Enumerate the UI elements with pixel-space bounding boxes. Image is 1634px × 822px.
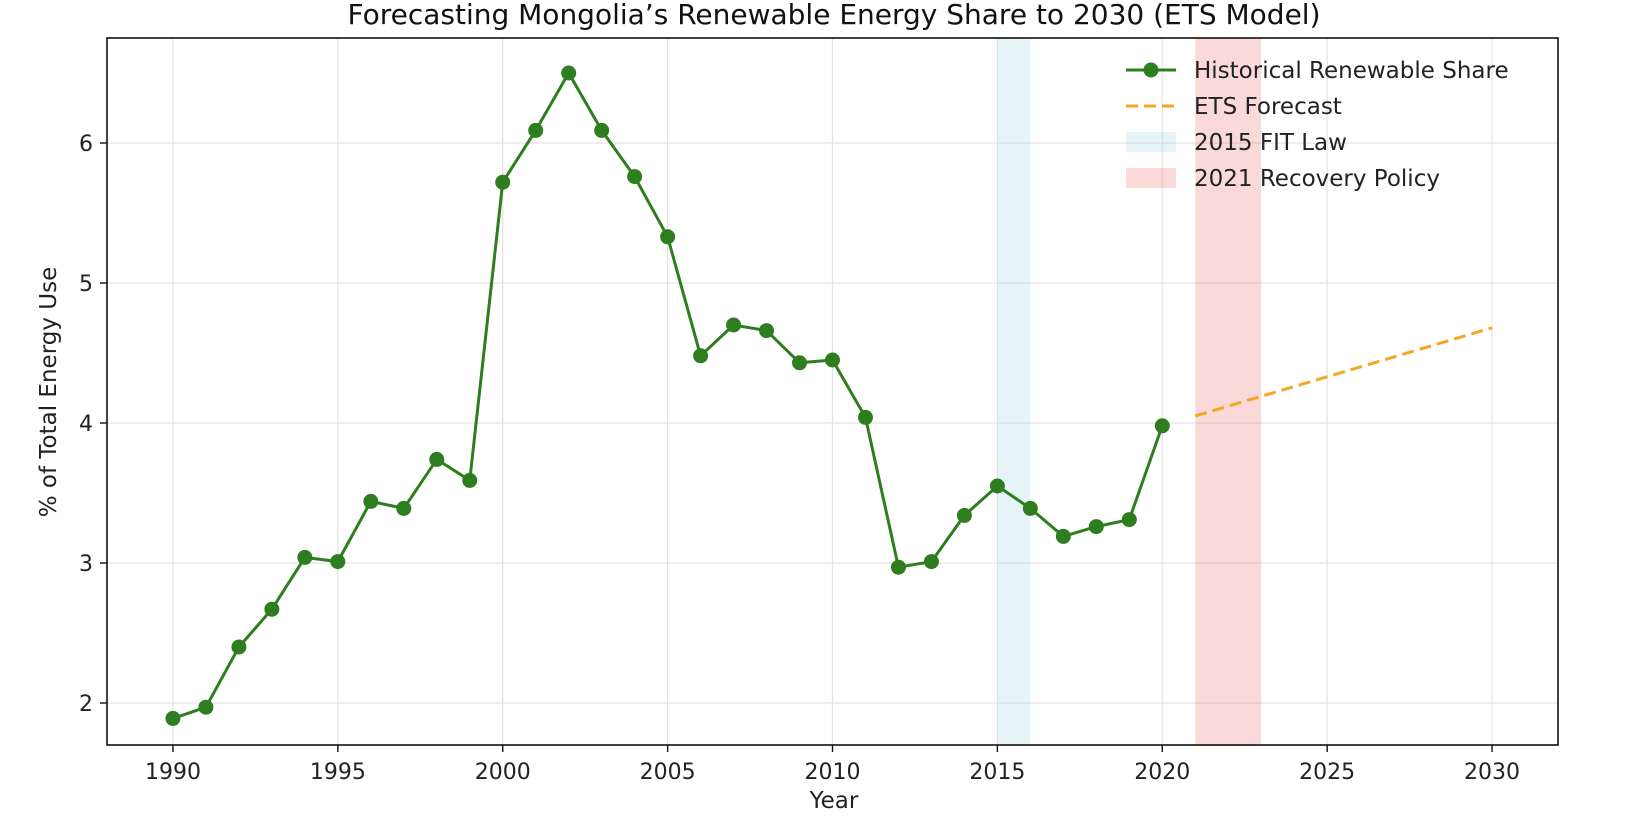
data-point [857, 409, 873, 425]
legend-label: ETS Forecast [1194, 94, 1342, 120]
data-point [923, 554, 939, 570]
legend-swatch-patch [1126, 132, 1176, 152]
x-tick-label: 2010 [805, 760, 861, 785]
legend-label: 2021 Recovery Policy [1194, 166, 1440, 192]
data-point [429, 451, 445, 467]
y-axis-ticks: 2 3 4 5 6 [79, 132, 107, 717]
legend-label: 2015 FIT Law [1194, 130, 1347, 156]
series-line-ets-forecast [1194, 326, 1493, 418]
x-axis-label: Year [809, 788, 859, 814]
legend-label: Historical Renewable Share [1194, 58, 1509, 84]
y-tick-label: 2 [79, 692, 93, 717]
y-tick-label: 4 [79, 412, 93, 437]
data-point [396, 500, 412, 516]
data-point [363, 493, 379, 509]
y-tick-label: 6 [79, 132, 93, 157]
data-point [165, 710, 181, 726]
span-2021-recovery-policy [1195, 38, 1262, 745]
data-point [231, 639, 247, 655]
data-point [462, 472, 478, 488]
data-point [1022, 500, 1038, 516]
data-point [330, 554, 346, 570]
x-tick-label: 1995 [310, 760, 366, 785]
data-point [693, 348, 709, 364]
data-point [1121, 512, 1137, 528]
shaded-spans [997, 38, 1262, 745]
data-point [1055, 528, 1071, 544]
x-tick-label: 2025 [1299, 760, 1355, 785]
data-point [956, 507, 972, 523]
x-tick-label: 2030 [1464, 760, 1520, 785]
data-point [264, 601, 280, 617]
span-2015-fit-law [997, 38, 1031, 745]
y-axis-label: % of Total Energy Use [36, 267, 62, 517]
data-point [660, 229, 676, 245]
x-axis-ticks: 1990 1995 2000 2005 2010 2015 2020 2025 2030 [145, 745, 1520, 785]
y-tick-label: 5 [79, 272, 93, 297]
grid [107, 38, 1558, 745]
data-point [726, 317, 742, 333]
data-point [198, 699, 214, 715]
x-tick-label: 2005 [640, 760, 696, 785]
data-point [594, 122, 610, 138]
legend-swatch-marker [1143, 62, 1159, 78]
data-point [759, 323, 775, 339]
data-point [1088, 519, 1104, 535]
legend-swatch-patch [1126, 168, 1176, 188]
series-layer [165, 65, 1493, 726]
chart-title: Forecasting Mongolia’s Renewable Energy … [347, 0, 1320, 31]
data-point [989, 478, 1005, 494]
x-tick-label: 1990 [145, 760, 201, 785]
data-point [528, 122, 544, 138]
data-point [297, 549, 313, 565]
y-tick-label: 3 [79, 552, 93, 577]
data-point [495, 174, 511, 190]
data-point [561, 65, 577, 81]
data-point [825, 352, 840, 368]
legend: Historical Renewable Share ETS Forecast 20… [1126, 58, 1509, 192]
data-point [627, 169, 643, 185]
data-point [1154, 418, 1170, 434]
data-point [890, 559, 906, 575]
x-tick-label: 2015 [969, 760, 1025, 785]
x-tick-label: 2000 [475, 760, 531, 785]
data-point [792, 355, 808, 371]
x-tick-label: 2020 [1134, 760, 1190, 785]
